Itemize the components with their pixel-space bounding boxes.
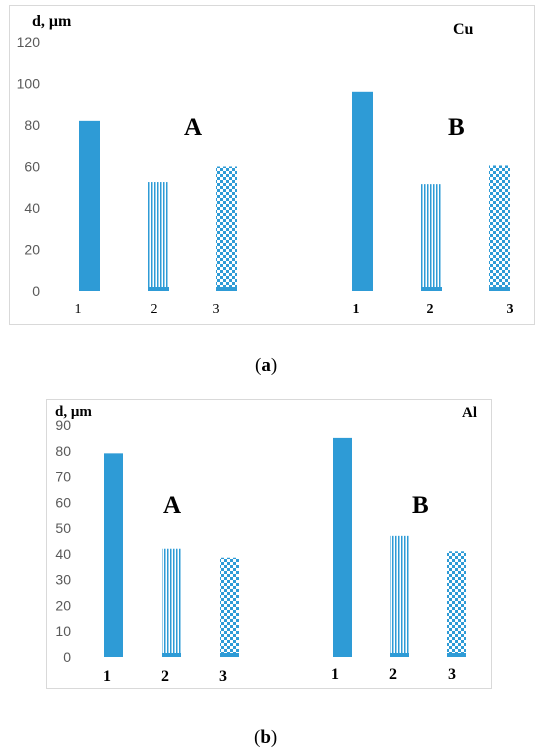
chart-cu-bar-a-2 (148, 182, 169, 291)
chart-cu-bar-a-1 (79, 120, 100, 291)
chart-al-bar-base (447, 653, 466, 657)
chart-cu-xtick-label: 3 (213, 302, 220, 317)
chart-cu-bar-base (421, 287, 442, 291)
chart-al-xtick-label: 1 (103, 668, 111, 685)
chart-cu-xtick-label: 1 (353, 302, 360, 317)
chart-cu-ytick: 80 (24, 117, 40, 133)
chart-al-bar-a-3 (220, 557, 239, 657)
caption-b: (b) (254, 727, 278, 748)
chart-cu-group-label-a: A (184, 114, 202, 141)
chart-cu-x-labels: 1 2 3 1 2 3 (75, 302, 514, 317)
caption-b-label: b (260, 727, 271, 748)
chart-al-bar-b-3 (447, 551, 466, 657)
chart-cu-xtick-label: 1 (75, 302, 82, 317)
chart-cu-ytick: 40 (24, 200, 40, 216)
chart-al-bar-base (162, 653, 181, 657)
chart-cu-bars (79, 91, 510, 291)
chart-cu-bar-base (216, 287, 237, 291)
chart-cu-bar-a-3 (216, 166, 237, 291)
chart-al-bar-base (390, 653, 409, 657)
chart-panel-al: d, μm Al A B 0 10 20 30 40 50 60 70 80 90 1 2 3 1 2 3 (46, 399, 492, 689)
chart-al-ytick: 80 (55, 443, 71, 459)
caption-a-label: a (261, 355, 271, 376)
chart-al-bar-base (220, 653, 239, 657)
chart-al: d, μm Al A B 0 10 20 30 40 50 60 70 80 90 1 2 3 1 2 3 (55, 404, 477, 685)
chart-cu-group-label-b: B (448, 114, 465, 141)
chart-cu-ytick: 120 (17, 34, 41, 50)
chart-cu-title: Cu (453, 21, 474, 38)
caption-a: (a) (255, 355, 278, 376)
chart-cu-y-axis: 0 20 40 60 80 100 120 (17, 34, 41, 299)
chart-cu-xtick-label: 2 (151, 302, 158, 317)
chart-al-ytick: 60 (55, 494, 71, 510)
chart-cu-bar-base (148, 287, 169, 291)
chart-al-xtick-label: 1 (331, 666, 339, 683)
chart-cu-ytick: 0 (32, 283, 40, 299)
chart-al-ytick: 50 (55, 520, 71, 536)
chart-cu-ytick: 100 (17, 76, 41, 92)
chart-al-group-label-b: B (412, 492, 429, 519)
chart-cu-xtick-label: 2 (427, 302, 434, 317)
chart-cu-ytick: 60 (24, 159, 40, 175)
chart-al-group-label-a: A (163, 492, 181, 519)
chart-cu-bar-b-3 (489, 165, 510, 291)
chart-cu-bar-base (489, 287, 510, 291)
chart-al-xtick-label: 3 (219, 668, 227, 685)
chart-al-xtick-label: 2 (389, 666, 397, 683)
chart-al-bar-b-1 (333, 437, 352, 657)
chart-cu: d, μm Cu A B 0 20 40 60 80 100 120 1 2 3 1 2 3 (17, 13, 514, 317)
chart-al-ytick: 30 (55, 572, 71, 588)
chart-al-bar-b-2 (390, 535, 409, 657)
chart-cu-xtick-label: 3 (507, 302, 514, 317)
chart-cu-bar-b-2 (421, 184, 442, 291)
chart-cu-ytick: 20 (24, 242, 40, 258)
chart-al-ytick: 40 (55, 546, 71, 562)
chart-al-xtick-label: 2 (161, 668, 169, 685)
chart-al-bars (104, 437, 466, 657)
chart-cu-bar-b-1 (352, 91, 373, 291)
chart-al-x-labels: 1 2 3 1 2 3 (103, 666, 456, 685)
chart-al-bar-a-1 (104, 453, 123, 657)
chart-panel-cu: d, μm Cu A B 0 20 40 60 80 100 120 1 2 3 1 2 3 (9, 5, 535, 325)
chart-cu-ylabel: d, μm (32, 13, 72, 30)
chart-al-y-axis: 0 10 20 30 40 50 60 70 80 90 (55, 417, 71, 665)
chart-al-title: Al (462, 405, 477, 421)
chart-al-ytick: 0 (63, 649, 71, 665)
chart-al-ytick: 90 (55, 417, 71, 433)
chart-al-ytick: 10 (55, 623, 71, 639)
chart-al-ytick: 70 (55, 469, 71, 485)
chart-al-xtick-label: 3 (448, 666, 456, 683)
chart-al-ylabel: d, μm (55, 404, 92, 420)
chart-al-bar-a-2 (162, 548, 181, 657)
chart-al-ytick: 20 (55, 597, 71, 613)
